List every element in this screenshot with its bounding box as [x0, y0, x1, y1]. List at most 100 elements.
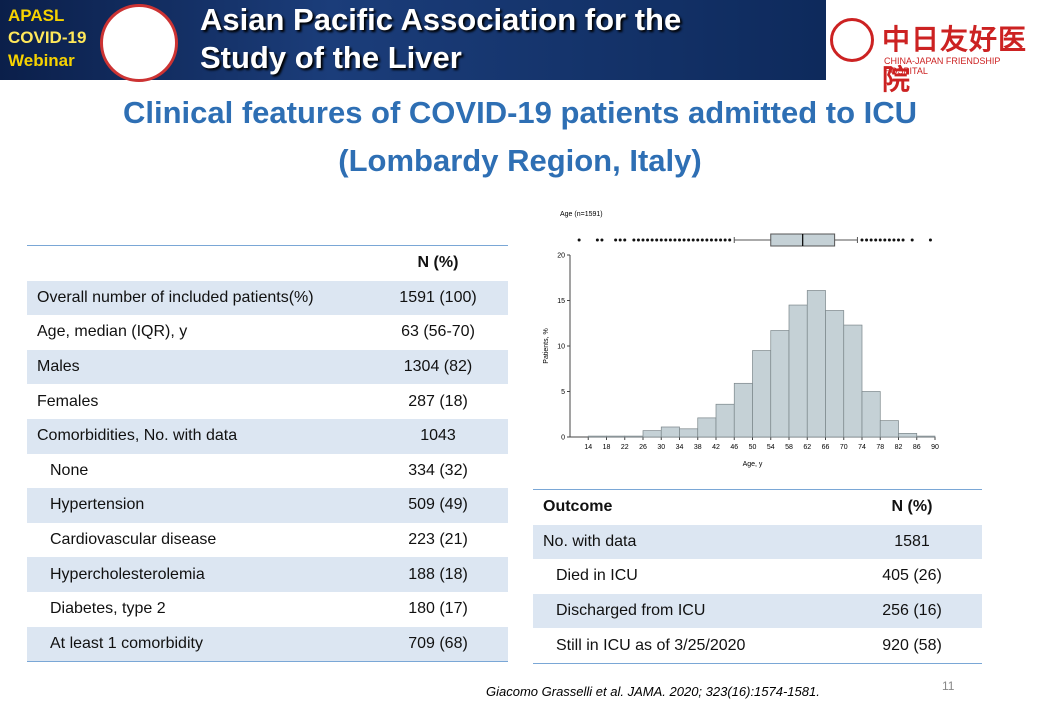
logo — [100, 4, 178, 82]
outlier — [897, 238, 900, 242]
outlier — [878, 238, 882, 242]
y-tick-label: 20 — [557, 253, 565, 260]
x-tick-label: 42 — [712, 444, 720, 451]
x-tick-label: 18 — [603, 444, 611, 451]
row-label: Died in ICU — [556, 567, 638, 585]
x-tick-label: 82 — [895, 444, 903, 451]
row-label: No. with data — [533, 524, 842, 560]
row-label: Cardiovascular disease — [50, 531, 217, 549]
outlier — [705, 238, 709, 242]
row-label: Diabetes, type 2 — [50, 600, 166, 618]
x-tick-label: 30 — [657, 444, 665, 451]
bar — [861, 391, 881, 438]
x-tick-label: 78 — [876, 444, 884, 451]
x-tick-label: 86 — [913, 444, 921, 451]
outlier — [577, 238, 581, 242]
outlier — [659, 238, 663, 242]
outlier — [600, 238, 604, 242]
row-value: 334 (32) — [408, 461, 468, 479]
row-label: Overall number of included patients(%) — [27, 280, 368, 316]
outlier — [632, 238, 636, 242]
bar — [788, 304, 808, 438]
row-value: 63 (56-70) — [401, 323, 475, 341]
bar — [770, 330, 790, 438]
outlier — [682, 238, 686, 242]
bar — [660, 426, 680, 438]
row-value: 180 (17) — [408, 600, 468, 618]
header-cell: Outcome — [543, 498, 613, 516]
x-tick-label: 38 — [694, 444, 702, 451]
outlier — [691, 238, 695, 242]
table-row: Comorbidities, No. with data 1043 — [27, 418, 508, 454]
title: Clinical features of COVID-19 patients a… — [122, 95, 918, 130]
x-tick-label: 50 — [749, 444, 757, 451]
row-label: Comorbidities, No. with data — [27, 418, 368, 454]
hospital-name: CHINA-JAPAN FRIENDSHIP HOSPITAL — [884, 56, 1001, 76]
x-tick-label: 74 — [858, 444, 866, 451]
banner-title: Study of the Liver — [200, 40, 462, 75]
outlier — [892, 238, 896, 242]
row-value: 287 (18) — [408, 392, 468, 410]
table-row: None 334 (32) — [27, 454, 508, 489]
x-tick-label: 62 — [803, 444, 811, 451]
hospital-name: 中日友好医院 — [882, 23, 1028, 96]
outlier — [595, 238, 599, 242]
y-tick-label: 15 — [557, 298, 565, 305]
row-label: Age, median (IQR), y — [37, 323, 188, 341]
row-value: 709 (68) — [368, 626, 508, 662]
outlier — [646, 238, 650, 242]
outlier — [700, 238, 704, 242]
bar — [898, 433, 918, 438]
table: Outcome N (%) No. with data 1581 Died in ICU… — [533, 489, 982, 664]
table-row: Overall number of included patients(%) 15… — [27, 280, 508, 316]
y-tick-label: 0 — [561, 435, 565, 442]
outlier — [687, 238, 691, 242]
page-number: 11 — [942, 679, 955, 693]
outlier — [910, 238, 914, 242]
bar — [679, 428, 699, 438]
outlier — [614, 238, 618, 242]
outlier — [874, 238, 878, 242]
outlier — [641, 238, 645, 242]
bar — [642, 430, 662, 438]
table-row: Cardiovascular disease 223 (21) — [27, 523, 508, 558]
row-value: 223 (21) — [408, 531, 468, 549]
bar — [697, 417, 717, 438]
row-value: 920 (58) — [882, 636, 942, 654]
row-label: Females — [37, 392, 99, 410]
outlier — [714, 238, 718, 242]
x-tick-label: 54 — [767, 444, 775, 451]
bar — [606, 435, 626, 438]
outlier — [618, 238, 622, 242]
outlier — [709, 238, 713, 242]
y-tick-label: 10 — [557, 344, 565, 351]
row-value: 1581 — [842, 524, 982, 560]
outlier — [650, 238, 654, 242]
bar — [916, 435, 936, 438]
table-row: No. with data 1581 — [533, 524, 982, 560]
badge: APASL — [8, 6, 65, 25]
outlier — [696, 238, 700, 242]
outlier — [678, 238, 681, 242]
bar — [879, 420, 899, 438]
row-value: 1304 (82) — [368, 349, 508, 385]
header-row: Outcome N (%) — [533, 490, 982, 525]
badge: Webinar — [8, 51, 75, 70]
bar — [733, 382, 753, 438]
x-tick-label: 14 — [584, 444, 592, 451]
table: N (%) Overall number of included patients… — [27, 245, 508, 663]
outlier — [883, 238, 887, 242]
x-tick-label: 58 — [785, 444, 793, 451]
chart: Age (n=1591) 0 5 10 15 20 14 18 22 26 30 34 38 42 46 50… — [543, 211, 939, 468]
row-label: Males — [27, 349, 368, 385]
outlier — [860, 238, 864, 242]
table-row: At least 1 comorbidity 709 (68) — [27, 626, 508, 662]
chart-title: Age (n=1591) — [560, 211, 603, 218]
header-cell: N (%) — [891, 498, 933, 516]
y-tick-label: 5 — [561, 389, 565, 396]
row-label: None — [50, 461, 89, 479]
row-label: At least 1 comorbidity — [27, 626, 368, 662]
x-tick-label: 22 — [621, 444, 629, 451]
outlier — [623, 238, 627, 242]
